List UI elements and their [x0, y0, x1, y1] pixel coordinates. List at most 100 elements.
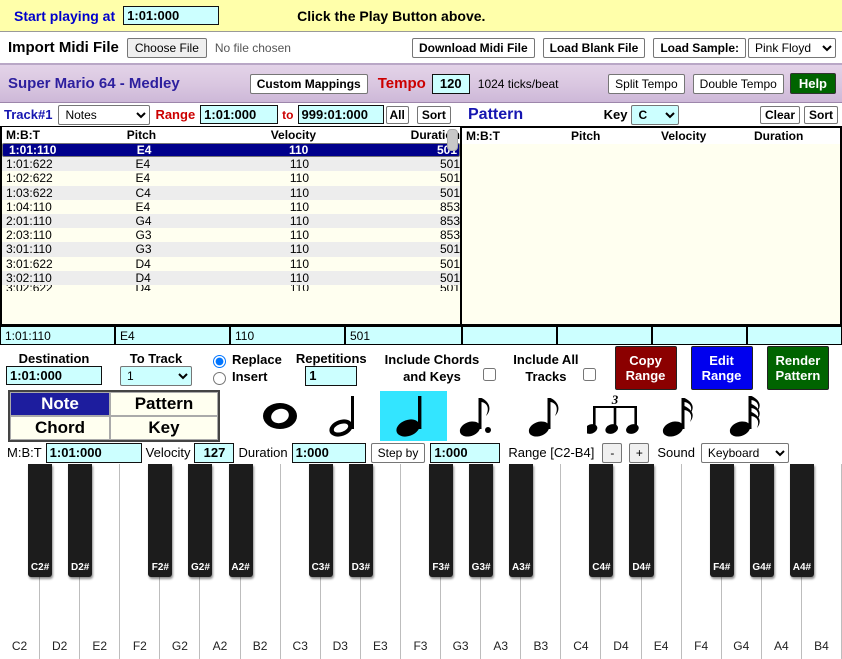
cell-pitch: G4 — [135, 214, 152, 229]
param-mbt-input[interactable] — [45, 442, 142, 463]
piano-black-key[interactable]: D3# — [348, 464, 373, 577]
repetitions-input[interactable] — [305, 365, 358, 386]
notes-col-mbt: M:B:T — [6, 128, 40, 142]
eighth-note-button[interactable] — [514, 391, 581, 441]
pattern-edit-field-duration[interactable] — [747, 326, 842, 345]
notes-sort-button[interactable]: Sort — [416, 105, 451, 124]
notes-row[interactable]: 1:01:110 E4 110 501 — [2, 143, 460, 158]
piano-black-key[interactable]: C2# — [28, 464, 53, 577]
pattern-edit-field-mbt[interactable] — [462, 326, 557, 345]
piano-black-key[interactable]: A2# — [228, 464, 253, 577]
triplet-note-button[interactable]: 3 — [581, 391, 648, 441]
param-velocity-input[interactable] — [194, 442, 235, 463]
piano-black-key[interactable]: G4# — [749, 464, 774, 577]
notes-row[interactable]: 3:01:110 G3 110 501 — [2, 242, 460, 257]
insert-radio[interactable] — [213, 371, 226, 385]
track-type-select[interactable]: Notes — [58, 104, 151, 125]
mode-pattern-button[interactable]: Pattern — [110, 392, 218, 416]
range-all-button[interactable]: All — [385, 105, 409, 124]
range-increase-button[interactable]: + — [629, 442, 650, 463]
notes-row[interactable]: 3:01:622 D4 110 501 — [2, 256, 460, 271]
replace-insert-group: Replace Insert — [208, 351, 282, 385]
load-sample-select[interactable]: Pink Floyd — [748, 37, 836, 58]
mode-chord-button[interactable]: Chord — [10, 416, 110, 440]
pattern-sort-button[interactable]: Sort — [804, 105, 839, 124]
piano-white-key-label: B3 — [533, 639, 549, 653]
param-duration-input[interactable] — [291, 442, 366, 463]
range-from-input[interactable] — [200, 105, 279, 124]
param-stepby-input[interactable] — [430, 442, 501, 463]
notes-scrollbar-thumb[interactable] — [447, 129, 458, 151]
piano-black-key[interactable]: G3# — [469, 464, 494, 577]
mode-note-button[interactable]: Note — [10, 392, 110, 416]
param-duration-label: Duration — [238, 445, 288, 460]
render-pattern-button[interactable]: Render Pattern — [766, 346, 829, 390]
piano-black-key[interactable]: G2# — [188, 464, 213, 577]
replace-radio[interactable] — [213, 354, 226, 368]
range-to-input[interactable] — [297, 105, 384, 124]
pattern-column-headers: M:B:T Pitch Velocity Duration — [462, 128, 840, 144]
load-blank-file-button[interactable]: Load Blank File — [542, 37, 646, 58]
destination-input[interactable] — [6, 366, 102, 385]
notes-row[interactable]: 1:03:622 C4 110 501 — [2, 185, 460, 200]
sound-select[interactable]: Keyboard — [700, 442, 789, 463]
include-all-tracks-checkbox[interactable] — [582, 368, 596, 381]
whole-note-button[interactable] — [246, 391, 313, 441]
edit-field-pitch[interactable]: E4 — [115, 326, 230, 345]
edit-field-duration[interactable]: 501 — [345, 326, 462, 345]
notes-row[interactable]: 1:01:622 E4 110 501 — [2, 157, 460, 172]
thirtysecond-note-button[interactable] — [715, 391, 782, 441]
piano-black-key[interactable]: C4# — [589, 464, 614, 577]
download-midi-file-button[interactable]: Download Midi File — [411, 37, 535, 58]
replace-radio-row[interactable]: Replace — [208, 351, 282, 368]
to-track-select[interactable]: 1 — [120, 365, 192, 386]
copy-range-button[interactable]: Copy Range — [614, 346, 677, 390]
sixteenth-note-button[interactable] — [648, 391, 715, 441]
param-velocity-label: Velocity — [145, 445, 191, 460]
piano-black-key[interactable]: A4# — [789, 464, 814, 577]
piano-white-key-label: G2 — [171, 639, 188, 653]
double-tempo-button[interactable]: Double Tempo — [692, 73, 784, 94]
piano-black-key[interactable]: D2# — [68, 464, 93, 577]
pattern-clear-button[interactable]: Clear — [759, 105, 801, 124]
insert-radio-row[interactable]: Insert — [208, 368, 282, 385]
insert-label: Insert — [232, 369, 268, 384]
half-note-button[interactable] — [313, 391, 380, 441]
cell-duration: 501 — [439, 171, 460, 186]
notes-rows[interactable]: 1:01:110 E4 110 501 1:01:622 E4 110 501 1:02:622… — [2, 143, 460, 291]
piano-black-key[interactable]: F3# — [429, 464, 454, 577]
notes-row[interactable]: 2:03:110 G3 110 853 — [2, 228, 460, 243]
range-decrease-button[interactable]: - — [602, 442, 623, 463]
include-chords-checkbox[interactable] — [483, 368, 497, 381]
edit-range-button[interactable]: Edit Range — [690, 346, 753, 390]
notes-row[interactable]: 1:02:622 E4 110 501 — [2, 171, 460, 186]
piano-black-key[interactable]: A3# — [509, 464, 534, 577]
pattern-edit-field-pitch[interactable] — [557, 326, 652, 345]
step-by-button[interactable]: Step by — [370, 442, 426, 463]
custom-mappings-button[interactable]: Custom Mappings — [249, 73, 368, 94]
tempo-input[interactable] — [431, 73, 470, 94]
notes-row[interactable]: 1:04:110 E4 110 853 — [2, 199, 460, 214]
start-playing-input[interactable] — [123, 6, 220, 25]
piano-black-key[interactable]: F2# — [148, 464, 173, 577]
cell-velocity: 110 — [288, 143, 309, 158]
help-button[interactable]: Help — [789, 73, 836, 94]
pattern-controls: Pattern Key C Clear Sort — [462, 104, 842, 125]
piano-black-key[interactable]: D4# — [629, 464, 654, 577]
edit-field-velocity[interactable]: 110 — [230, 326, 345, 345]
notes-row[interactable]: 2:01:110 G4 110 853 — [2, 213, 460, 229]
dotted-eighth-note-button[interactable] — [447, 391, 514, 441]
pattern-edit-field-velocity[interactable] — [652, 326, 747, 345]
edit-field-mbt[interactable]: 1:01:110 — [0, 326, 115, 345]
piano-keyboard[interactable]: C2 D2 E2 F2 G2 A2 B2 C3 D3 E3 F3 G3 A3 B3 C4 D4 E4 F4 G4 A4… — [0, 464, 842, 659]
split-tempo-button[interactable]: Split Tempo — [608, 73, 685, 94]
quarter-note-button[interactable] — [380, 391, 447, 441]
piano-black-key[interactable]: F4# — [709, 464, 734, 577]
notes-row[interactable]: 3:02:110 D4 110 501 — [2, 270, 460, 285]
choose-file-button[interactable]: Choose File — [126, 37, 207, 58]
key-select[interactable]: C — [631, 104, 680, 125]
piano-black-key[interactable]: C3# — [308, 464, 333, 577]
mode-key-button[interactable]: Key — [110, 416, 218, 440]
